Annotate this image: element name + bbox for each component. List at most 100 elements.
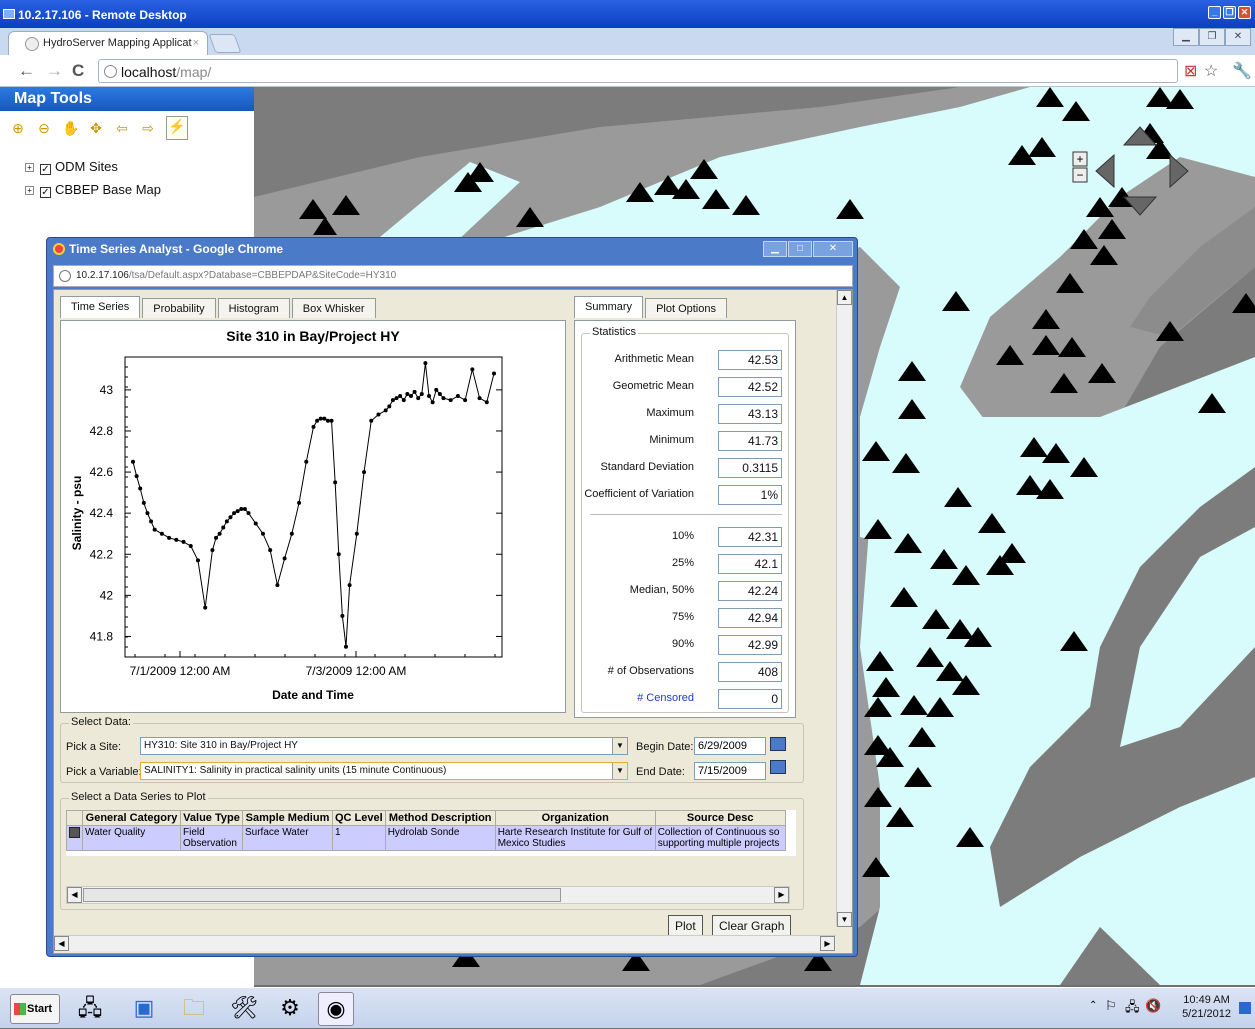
next-extent-icon[interactable]: ⇨ — [142, 120, 154, 136]
bookmark-star-icon[interactable]: ☆ — [1204, 63, 1219, 80]
scroll-thumb[interactable] — [83, 888, 561, 902]
data-series-grid[interactable]: General Category Value Type Sample Medium Q… — [66, 810, 796, 856]
windows-logo-icon — [14, 1003, 26, 1015]
show-desktop-button[interactable] — [1239, 1002, 1251, 1014]
scroll-right-icon[interactable]: ▶ — [774, 887, 789, 903]
scroll-left-icon[interactable]: ◀ — [54, 936, 69, 951]
tsa-close-button[interactable]: ✕ — [813, 241, 853, 257]
tools-icon[interactable]: 🛠 — [230, 995, 258, 1020]
tray-expand-icon[interactable]: ⌃ — [1089, 1000, 1098, 1011]
previous-extent-icon[interactable]: ⇦ — [116, 120, 128, 136]
tab-summary[interactable]: Summary — [574, 296, 644, 318]
stat-label: Geometric Mean — [612, 380, 694, 392]
tsa-vertical-scrollbar[interactable]: ▲ ▼ — [836, 290, 852, 927]
tsa-horizontal-scrollbar[interactable]: ◀ ▶ — [54, 935, 836, 951]
row-selector-icon — [66, 825, 83, 851]
layer-odm-sites[interactable]: + ✓ ODM Sites — [25, 159, 118, 175]
browser-close-button[interactable]: ✕ — [1225, 28, 1251, 46]
new-tab-button[interactable] — [208, 34, 242, 53]
grid-horizontal-scrollbar[interactable]: ◀ ▶ — [66, 886, 790, 904]
chevron-down-icon[interactable]: ▼ — [612, 738, 627, 754]
scroll-down-icon[interactable]: ▼ — [837, 912, 852, 927]
map-zoom-control[interactable]: + − — [1072, 151, 1088, 183]
back-arrow-icon[interactable]: ← — [18, 61, 35, 80]
network-icon[interactable]: 🖧 — [1125, 999, 1140, 1014]
data-series-group: Select a Data Series to Plot — [60, 791, 804, 910]
clear-graph-button[interactable]: Clear Graph — [712, 915, 792, 937]
wrench-icon[interactable]: 🔧 — [1232, 63, 1252, 80]
rd-close-button[interactable]: ✕ — [1238, 6, 1251, 19]
rd-minimize-button[interactable]: _ — [1208, 6, 1221, 19]
volume-muted-icon[interactable]: 🔇 — [1145, 998, 1162, 1013]
calendar-icon[interactable] — [770, 760, 786, 774]
site-select[interactable]: HY310: Site 310 in Bay/Project HY ▼ — [140, 737, 628, 755]
start-button[interactable]: Start — [10, 994, 60, 1024]
reload-icon[interactable]: C — [72, 61, 85, 80]
clock[interactable]: 10:49 AM 5/21/2012 — [1182, 993, 1231, 1021]
pan-hand-icon[interactable]: ✋ — [62, 120, 80, 136]
tab-time-series[interactable]: Time Series — [60, 296, 141, 318]
scroll-right-icon[interactable]: ▶ — [820, 936, 835, 951]
rd-restore-button[interactable]: ❐ — [1223, 6, 1236, 19]
tsa-maximize-button[interactable]: □ — [788, 241, 812, 257]
expand-icon[interactable]: + — [25, 186, 34, 195]
tab-close-icon[interactable]: × — [192, 37, 199, 49]
full-extent-icon[interactable]: ✥ — [90, 120, 102, 136]
stat-label[interactable]: # Censored — [637, 692, 694, 704]
data-point — [463, 398, 468, 403]
data-point — [434, 387, 439, 392]
powershell-icon[interactable]: ▣ — [133, 995, 155, 1020]
data-point — [224, 519, 229, 524]
data-point — [329, 418, 334, 423]
table-row[interactable]: Water Quality Field Observation Surface Wa… — [66, 825, 786, 851]
browser-restore-button[interactable]: ❐ — [1199, 28, 1225, 46]
tab-histogram[interactable]: Histogram — [217, 298, 290, 318]
data-point — [362, 470, 367, 475]
begin-date-field[interactable]: 6/29/2009 — [694, 737, 766, 755]
calendar-icon[interactable] — [770, 737, 786, 751]
blocked-popup-icon[interactable]: ⊠ — [1184, 63, 1198, 80]
data-point — [394, 396, 399, 401]
stat-row: 10% 42.31 — [582, 527, 782, 547]
data-point — [141, 500, 146, 505]
statistics-legend: Statistics — [590, 326, 639, 338]
chevron-down-icon[interactable]: ▼ — [612, 763, 627, 779]
map-pan-control[interactable] — [1095, 126, 1189, 216]
tab-box-whisker[interactable]: Box Whisker — [291, 298, 376, 318]
y-tick-label: 42.2 — [90, 547, 114, 561]
stat-value: 43.13 — [718, 404, 782, 424]
address-bar[interactable]: localhost/map/ — [98, 59, 1178, 83]
zoom-in-icon[interactable]: ⊕ — [12, 120, 24, 136]
table-cell: Harte Research Institute for Gulf of Mex… — [494, 825, 656, 851]
chrome-taskbar-icon[interactable]: ◉ — [318, 992, 354, 1026]
stat-value: 42.31 — [718, 527, 782, 547]
action-center-flag-icon[interactable]: ⚐ — [1105, 998, 1117, 1013]
scroll-up-icon[interactable]: ▲ — [837, 290, 852, 305]
data-point — [484, 400, 489, 405]
expand-icon[interactable]: + — [25, 163, 34, 172]
variable-select[interactable]: SALINITY1: Salinity in practical salinit… — [140, 762, 628, 780]
end-date-field[interactable]: 7/15/2009 — [694, 762, 766, 780]
data-point — [441, 396, 446, 401]
browser-tab[interactable]: HydroServer Mapping Applicat × — [8, 31, 208, 55]
stat-label: Coefficient of Variation — [584, 488, 694, 500]
browser-minimize-button[interactable]: ▁ — [1173, 28, 1199, 46]
column-header: Organization — [494, 810, 656, 826]
identify-lightning-icon[interactable]: ⚡ — [166, 116, 188, 140]
server-manager-icon[interactable]: ⚙ — [280, 995, 300, 1020]
data-point — [408, 394, 413, 399]
layer-cbbep-base-map[interactable]: + ✓ CBBEP Base Map — [25, 182, 161, 198]
tab-probability[interactable]: Probability — [142, 298, 216, 318]
plot-button[interactable]: Plot — [668, 915, 703, 937]
tsa-minimize-button[interactable]: ▁ — [763, 241, 787, 257]
explorer-folder-icon[interactable]: 🗀 — [182, 995, 205, 1020]
layer-checkbox[interactable]: ✓ — [40, 187, 51, 198]
layer-checkbox[interactable]: ✓ — [40, 164, 51, 175]
tsa-address-bar[interactable]: 10.2.17.106/tsa/Default.aspx?Database=CB… — [53, 265, 853, 287]
tab-plot-options[interactable]: Plot Options — [645, 298, 727, 318]
zoom-out-icon[interactable]: ⊖ — [38, 120, 50, 136]
scroll-left-icon[interactable]: ◀ — [67, 887, 82, 903]
chart-panel: Site 310 in Bay/Project HY 41.8 42 42.2 42.… — [60, 320, 566, 713]
forward-arrow-icon[interactable]: → — [46, 61, 63, 80]
remote-desktop-icon[interactable]: 🖧 — [77, 995, 103, 1020]
